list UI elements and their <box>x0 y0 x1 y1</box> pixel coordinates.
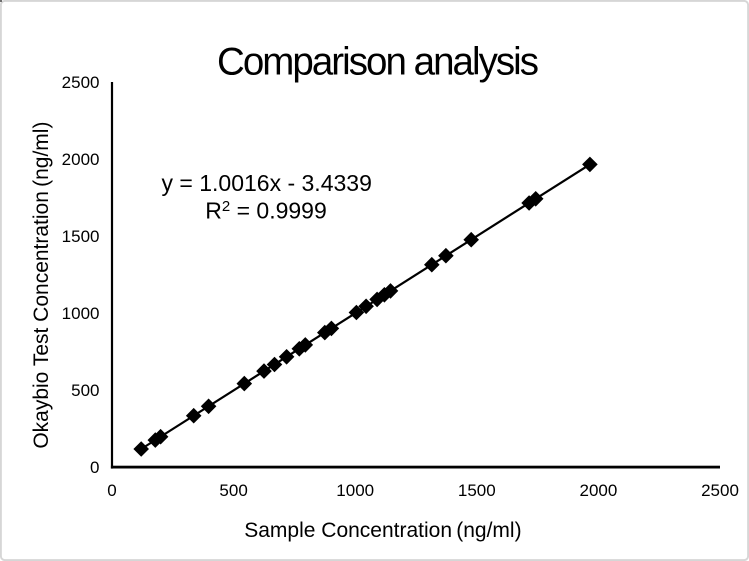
svg-text:y = 1.0016x - 3.4339: y = 1.0016x - 3.4339 <box>162 170 372 196</box>
svg-text:2500: 2500 <box>62 73 100 92</box>
svg-text:500: 500 <box>219 481 247 500</box>
svg-text:1500: 1500 <box>458 481 496 500</box>
svg-text:500: 500 <box>71 381 99 400</box>
svg-text:2500: 2500 <box>701 481 739 500</box>
svg-text:2000: 2000 <box>62 150 100 169</box>
svg-text:1500: 1500 <box>62 227 100 246</box>
svg-text:Comparison analysis: Comparison analysis <box>217 41 539 84</box>
svg-text:1000: 1000 <box>336 481 374 500</box>
svg-text:0: 0 <box>90 458 99 477</box>
svg-text:Sample Concentration (ng/ml): Sample Concentration (ng/ml) <box>244 519 526 542</box>
svg-text:2000: 2000 <box>579 481 617 500</box>
svg-text:1000: 1000 <box>62 304 100 323</box>
svg-text:0: 0 <box>107 481 116 500</box>
svg-text:Okaybio Test Concentration (ng: Okaybio Test Concentration (ng/ml) <box>30 117 53 448</box>
